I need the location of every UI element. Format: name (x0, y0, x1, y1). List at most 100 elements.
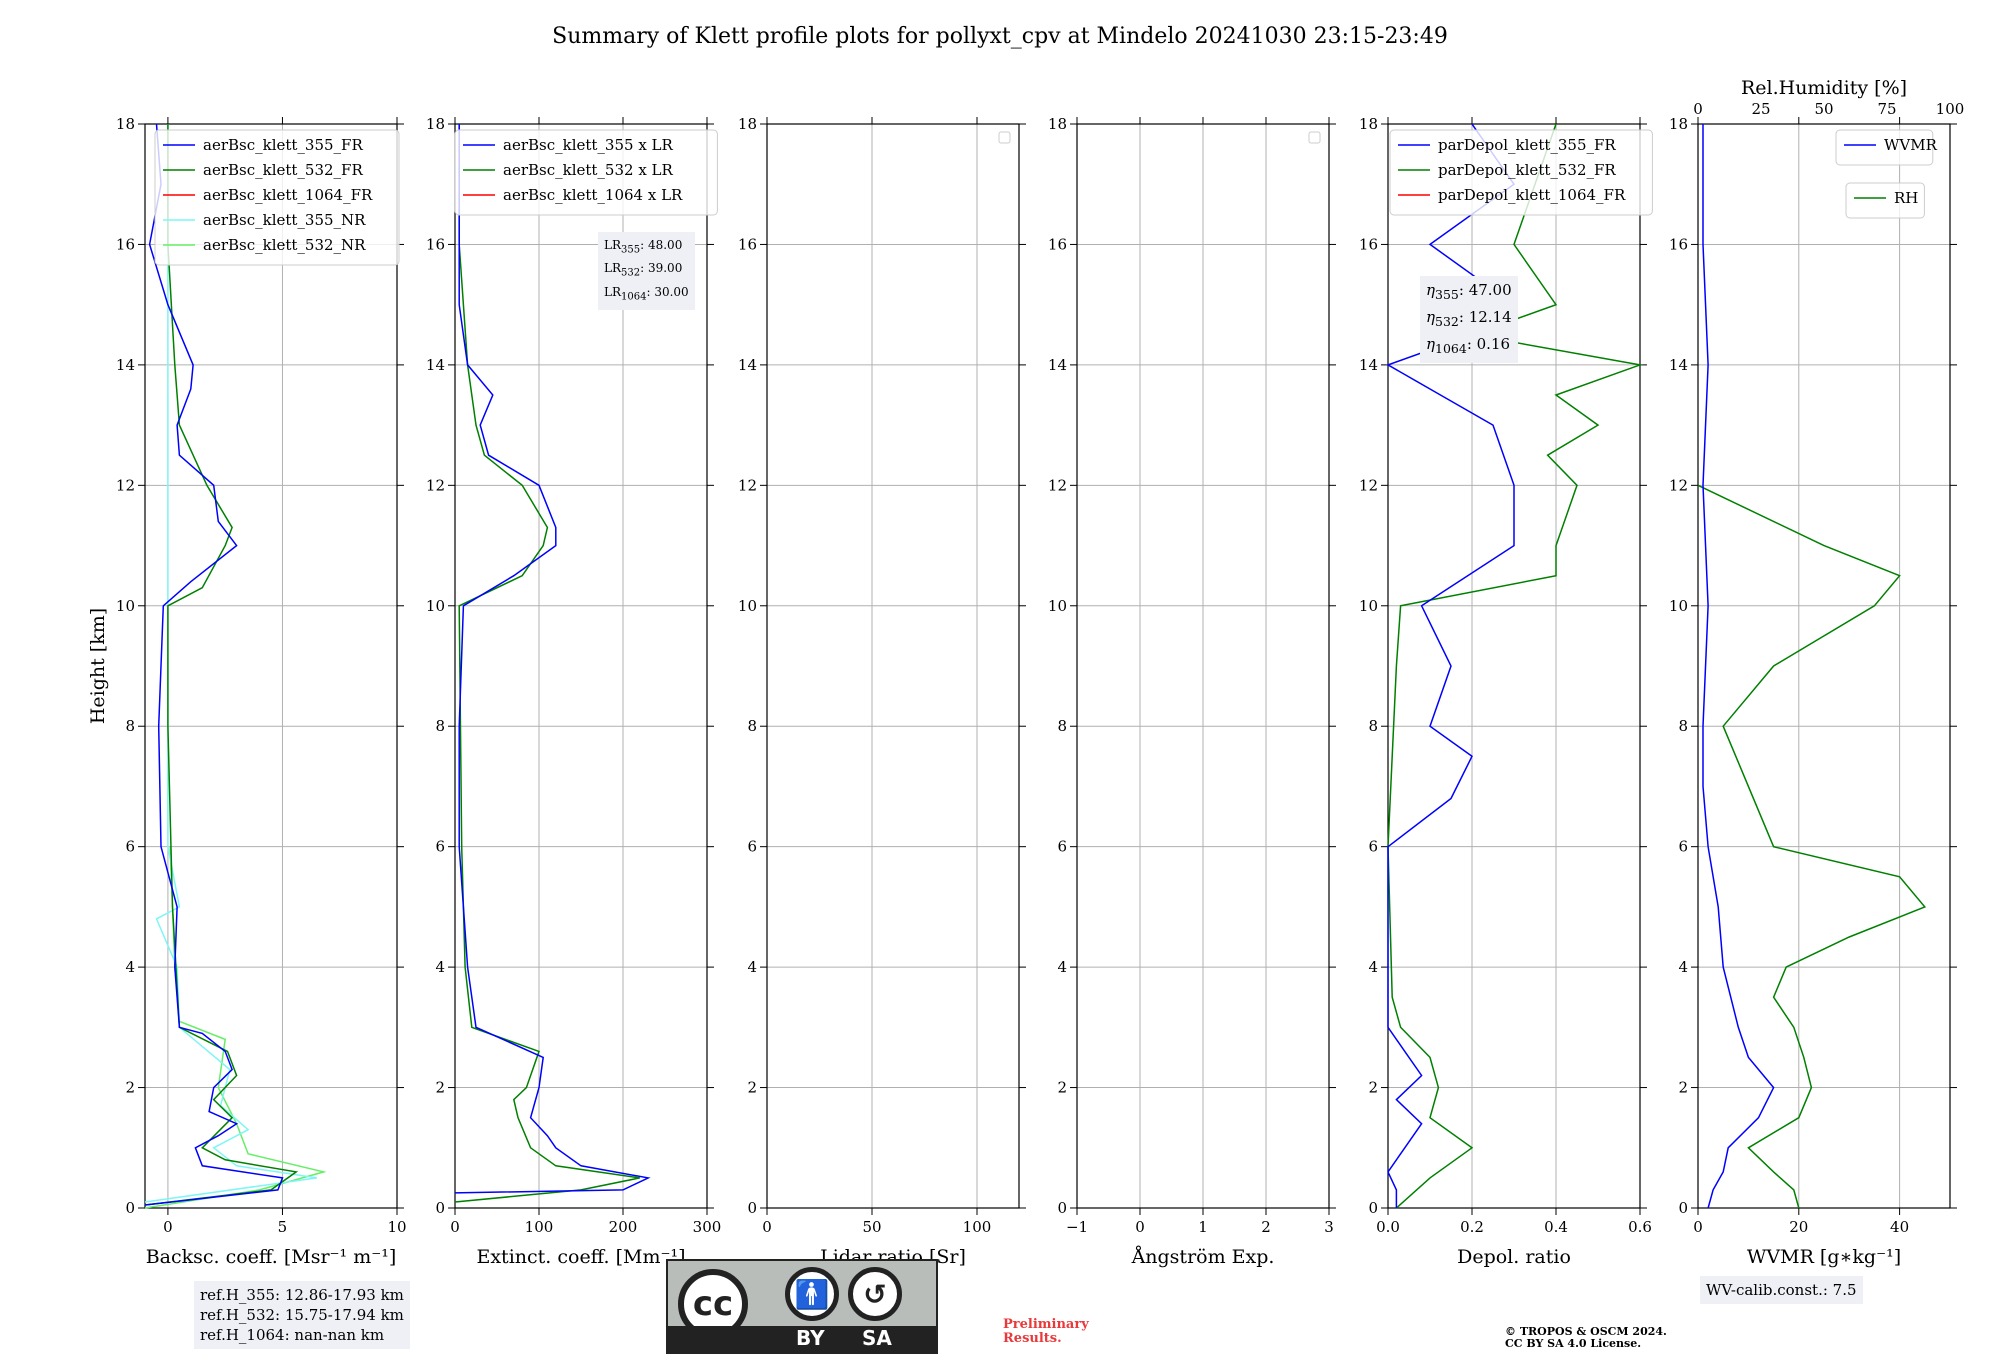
y-tick-label: 18 (1048, 115, 1067, 133)
legend-entry: aerBsc_klett_532 x LR (503, 161, 674, 179)
axes-frame (1076, 123, 1330, 1209)
y-tick-label: 16 (426, 235, 445, 253)
top-tick-label: 100 (1936, 100, 1965, 118)
lr-532: LR532: 39.00 (604, 261, 683, 279)
y-tick-label: 2 (747, 1079, 757, 1097)
x-tick-label: 0 (762, 1218, 772, 1236)
axes-frame (1697, 123, 1951, 1209)
x-tick-label: 2 (1261, 1218, 1271, 1236)
top-tick-label: 0 (1693, 100, 1703, 118)
panel-4: 0.0 0.2 0.4 0.6 0 2 4 6 8 10 12 14 16 18 Depol. ratio (1359, 115, 1652, 1268)
x-tick-label: 100 (963, 1218, 992, 1236)
y-tick-label: 10 (116, 597, 135, 615)
eta-box: η355: 47.00 η532: 12.14 η1064: 0.16 (1420, 276, 1518, 363)
x-tick-label: 5 (278, 1218, 288, 1236)
y-tick-label: 18 (116, 115, 135, 133)
legend-entry: RH (1894, 189, 1918, 207)
empty-legend-lidar-ratio (998, 131, 1011, 144)
y-tick-label: 8 (435, 717, 445, 735)
y-tick-label: 12 (1669, 476, 1688, 494)
y-tick-label: 14 (116, 356, 135, 374)
x-tick-label: −1 (1066, 1218, 1088, 1236)
x-tick-label: 1 (1198, 1218, 1208, 1236)
y-tick-label: 6 (1678, 838, 1688, 856)
license-by: BY (796, 1326, 825, 1350)
legend-entry: aerBsc_klett_1064 x LR (503, 186, 683, 204)
y-tick-label: 18 (738, 115, 757, 133)
x-tick-label: 100 (525, 1218, 554, 1236)
y-tick-label: 12 (1359, 476, 1378, 494)
y-tick-label: 2 (125, 1079, 135, 1097)
legend-backscatter: aerBsc_klett_355_FR aerBsc_klett_532_FRae… (154, 129, 400, 266)
axes-frame (454, 123, 708, 1209)
y-tick-label: 4 (125, 958, 135, 976)
x-tick-label: 0.6 (1628, 1218, 1652, 1236)
y-tick-label: 10 (1669, 597, 1688, 615)
x-tick-label: 10 (387, 1218, 406, 1236)
top-tick-label: 50 (1814, 100, 1833, 118)
x-axis-label: Depol. ratio (1457, 1246, 1571, 1268)
copyright-note: © TROPOS & OSCM 2024. CC BY SA 4.0 Licen… (1505, 1325, 1667, 1350)
empty-legend-angstrom (1308, 131, 1321, 144)
y-tick-label: 2 (1368, 1079, 1378, 1097)
y-tick-label: 4 (747, 958, 757, 976)
x-tick-label: 3 (1324, 1218, 1334, 1236)
y-tick-label: 2 (1678, 1079, 1688, 1097)
person-icon: 🚹 (785, 1267, 839, 1321)
y-tick-label: 18 (1359, 115, 1378, 133)
axes-frame (766, 123, 1020, 1209)
y-tick-label: 10 (738, 597, 757, 615)
y-tick-label: 14 (1048, 356, 1067, 374)
y-tick-label: 4 (435, 958, 445, 976)
x-tick-label: 20 (1789, 1218, 1808, 1236)
y-tick-label: 8 (747, 717, 757, 735)
y-tick-label: 4 (1368, 958, 1378, 976)
y-tick-label: 14 (426, 356, 445, 374)
series-bsc-532-fr (144, 124, 299, 1206)
x-axis-label: Extinct. coeff. [Mm⁻¹] (476, 1246, 685, 1268)
y-tick-label: 12 (738, 476, 757, 494)
y-tick-label: 8 (1368, 717, 1378, 735)
legend-frame (1845, 182, 1925, 219)
legend-frame (1389, 129, 1653, 216)
legend-entry: aerBsc_klett_355_NR (203, 211, 366, 229)
x-tick-label: 0.2 (1460, 1218, 1484, 1236)
legend-entry: aerBsc_klett_355 x LR (503, 136, 674, 154)
y-tick-label: 16 (116, 235, 135, 253)
y-tick-label: 18 (426, 115, 445, 133)
legend-frame (154, 129, 400, 266)
y-tick-label: 6 (1057, 838, 1067, 856)
x-tick-label: 0 (1693, 1218, 1703, 1236)
y-tick-label: 12 (1048, 476, 1067, 494)
y-tick-label: 6 (747, 838, 757, 856)
ref-355: ref.H_355: 12.86-17.93 km (200, 1286, 404, 1304)
y-tick-label: 18 (1669, 115, 1688, 133)
x-tick-label: 50 (862, 1218, 881, 1236)
x-tick-label: 300 (693, 1218, 722, 1236)
series-wvmr (1702, 124, 1775, 1209)
legend-frame (454, 129, 718, 216)
eta-532: η532: 12.14 (1426, 308, 1512, 329)
y-tick-label: 0 (1678, 1199, 1688, 1217)
ref-532: ref.H_532: 15.75-17.94 km (200, 1306, 404, 1324)
license-bar: BY SA (668, 1326, 936, 1352)
legend-extinction: aerBsc_klett_355 x LR aerBsc_klett_532 x … (454, 129, 718, 216)
axes-frame (1387, 123, 1641, 1209)
x-tick-label: 0.4 (1544, 1218, 1568, 1236)
license-sa: SA (862, 1326, 892, 1350)
ref-1064: ref.H_1064: nan-nan km (200, 1326, 385, 1344)
x-tick-label: 0 (450, 1218, 460, 1236)
x-axis-label: Ångström Exp. (1131, 1246, 1275, 1268)
y-tick-label: 6 (1368, 838, 1378, 856)
y-tick-label: 14 (738, 356, 757, 374)
legend-entry: parDepol_klett_532_FR (1438, 161, 1616, 179)
x-axis-label: Backsc. coeff. [Msr⁻¹ m⁻¹] (146, 1246, 397, 1268)
y-tick-label: 0 (747, 1199, 757, 1217)
y-tick-label: 0 (125, 1199, 135, 1217)
lr-1064: LR1064: 30.00 (604, 284, 689, 303)
wv-calib-box: WV-calib.const.: 7.5 (1700, 1276, 1863, 1304)
series-rh (1697, 484, 1927, 1209)
series-depol-532 (1387, 123, 1643, 1209)
x-tick-label: 0.0 (1376, 1218, 1400, 1236)
y-tick-label: 14 (1669, 356, 1688, 374)
